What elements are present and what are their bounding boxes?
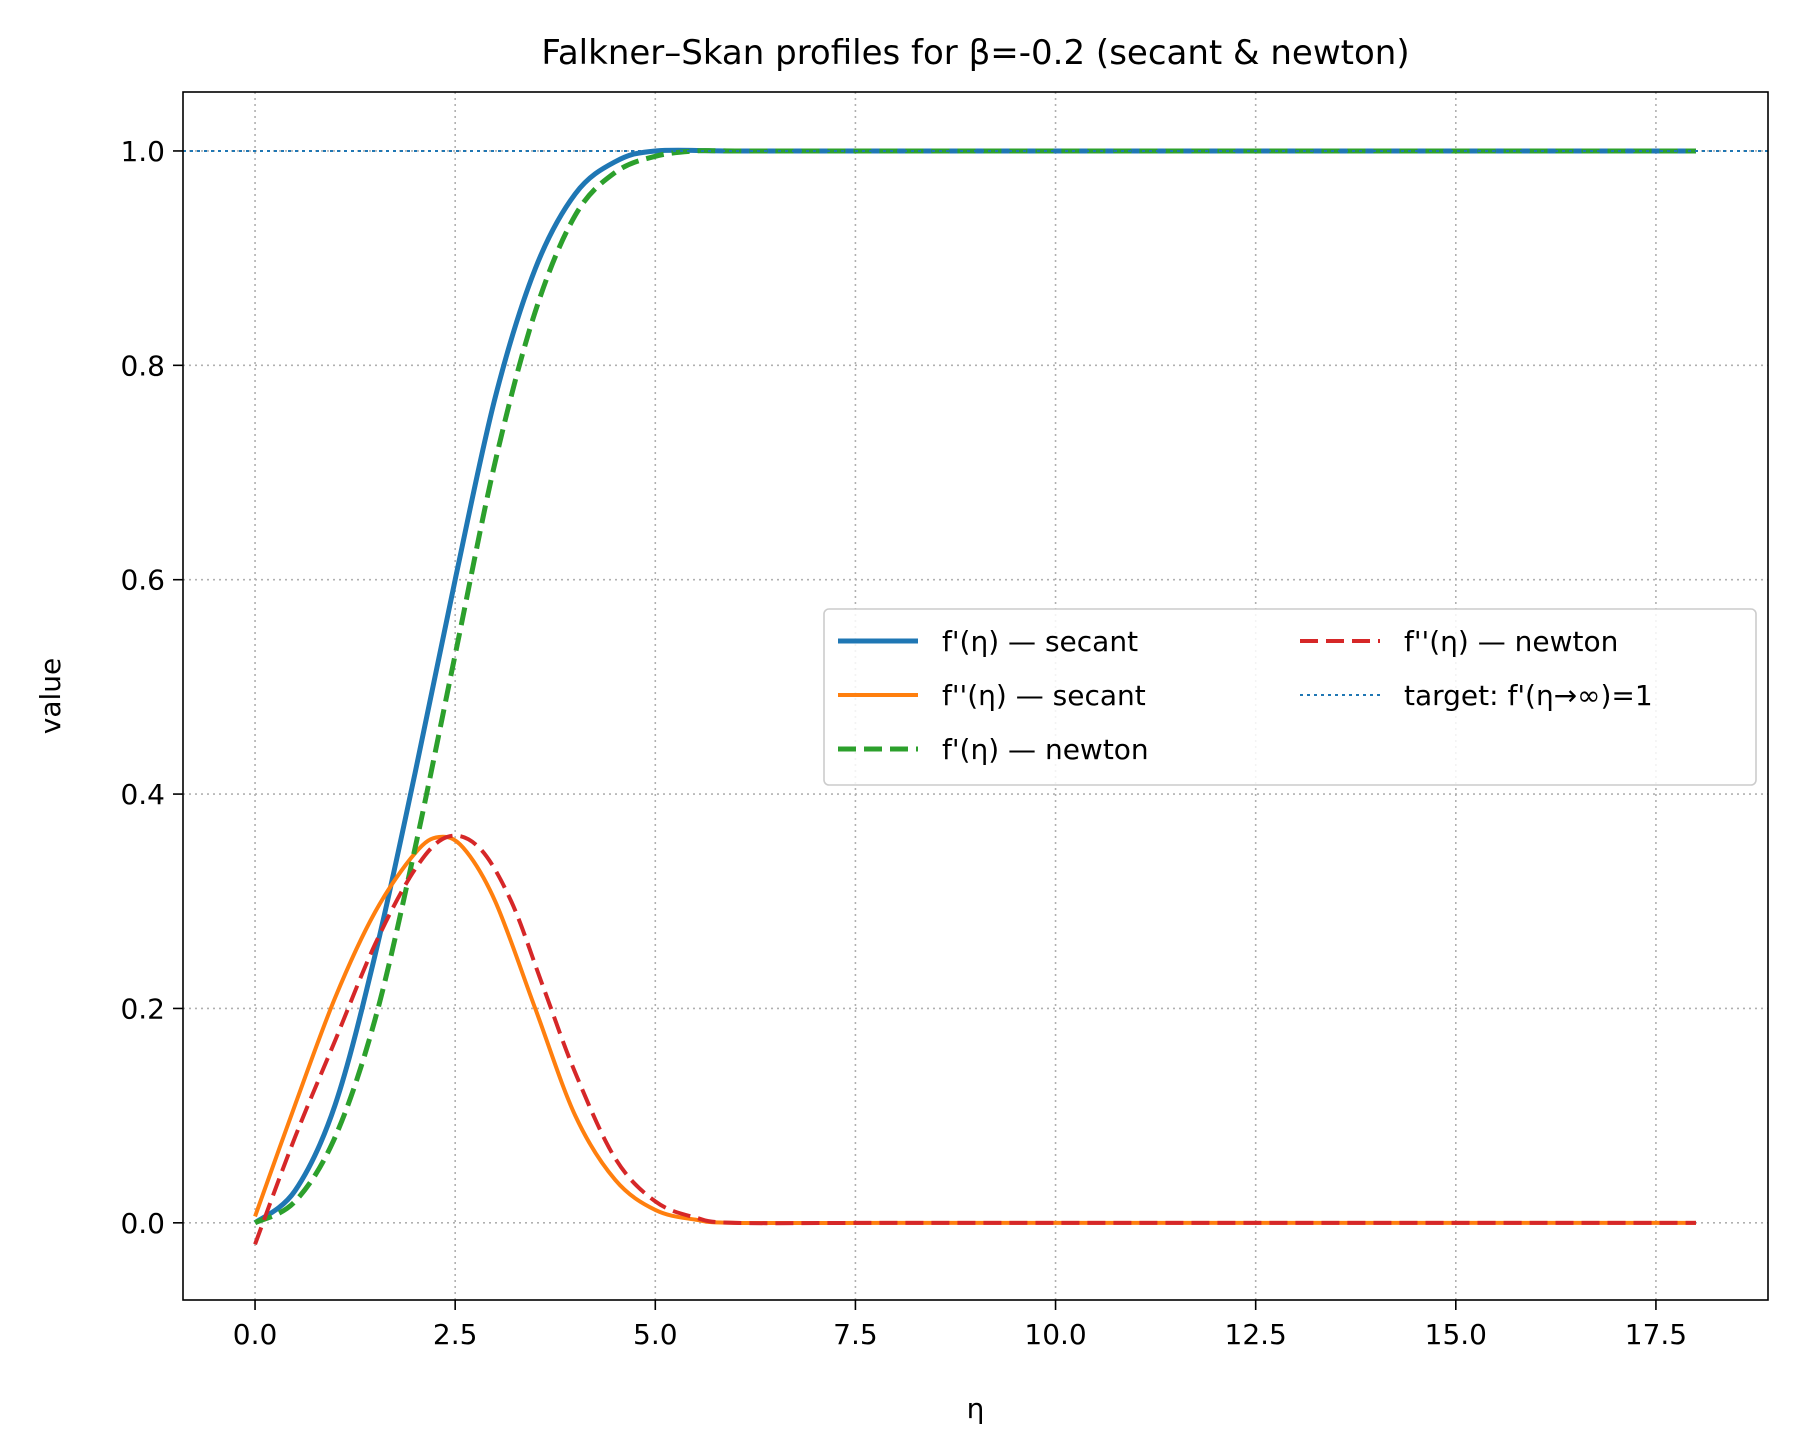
legend: f'(η) — secant f''(η) — secant f'(η) — new… — [823, 608, 1757, 786]
y-axis-label: value — [34, 658, 67, 734]
chart-title: Falkner–Skan profiles for β=-0.2 (secant… — [541, 33, 1409, 73]
axes-frame — [182, 91, 1769, 1301]
x-axis-label: η — [967, 1392, 985, 1425]
series-line-1 — [253, 834, 1696, 1226]
x-tick-label: 5.0 — [633, 1318, 678, 1351]
y-tick-label: 0.6 — [120, 564, 165, 597]
legend-label-1: f''(η) — secant — [942, 679, 1146, 712]
series-line-2 — [253, 148, 1696, 1226]
series-line-3 — [253, 833, 1696, 1245]
y-tick-label: 0.8 — [120, 349, 165, 382]
y-tick-label: 0.0 — [120, 1207, 165, 1240]
y-tick-label: 0.4 — [120, 778, 165, 811]
x-tick-label: 10.0 — [1024, 1318, 1086, 1351]
x-tick-label: 2.5 — [433, 1318, 478, 1351]
legend-label-2: f'(η) — newton — [942, 733, 1149, 766]
y-tick-label: 1.0 — [120, 135, 165, 168]
ticks: 0.0 2.5 5.0 7.5 10.0 12.5 15.0 17.5 0.0 0.2 0.4 0.6… — [120, 135, 1687, 1351]
plot-lines — [183, 147, 1768, 1245]
legend-label-3: f''(η) — newton — [1404, 625, 1618, 658]
legend-box — [823, 608, 1757, 786]
legend-label-0: f'(η) — secant — [942, 625, 1138, 658]
legend-label-4: target: f'(η→∞)=1 — [1404, 679, 1653, 712]
x-tick-label: 0.0 — [233, 1318, 278, 1351]
x-tick-label: 7.5 — [833, 1318, 878, 1351]
x-tick-label: 15.0 — [1425, 1318, 1487, 1351]
x-tick-label: 12.5 — [1225, 1318, 1287, 1351]
x-tick-label: 17.5 — [1625, 1318, 1687, 1351]
y-tick-label: 0.2 — [120, 992, 165, 1025]
